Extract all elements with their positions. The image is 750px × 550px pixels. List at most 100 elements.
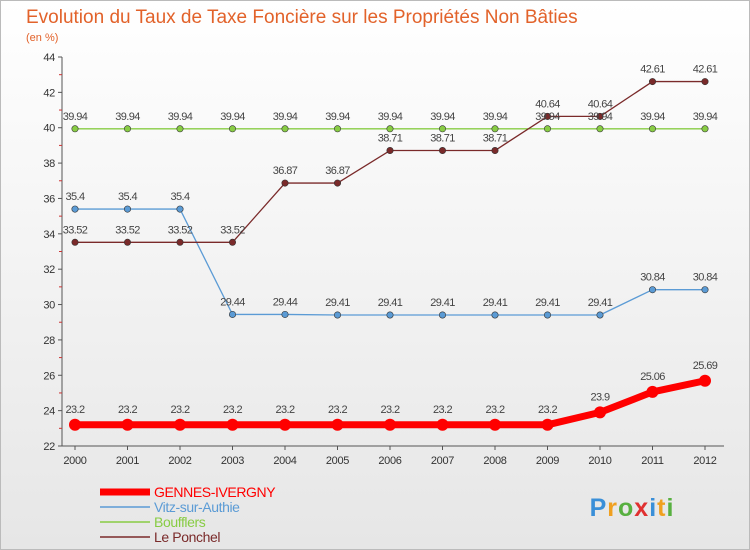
x-tick-label: 2011 — [641, 455, 664, 467]
data-label-vitz-sur-authie: 29.41 — [430, 297, 455, 309]
data-point-gennes-ivergny — [384, 418, 396, 431]
data-point-boufflers — [648, 125, 656, 133]
data-label-vitz-sur-authie: 30.84 — [640, 272, 665, 284]
x-tick-label: 2010 — [588, 455, 611, 467]
data-point-le-ponchel — [333, 179, 341, 187]
data-label-le-ponchel: 33.52 — [115, 224, 140, 236]
data-point-le-ponchel — [281, 179, 289, 187]
data-point-vitz-sur-authie — [543, 311, 551, 319]
data-point-gennes-ivergny — [436, 418, 449, 431]
data-point-le-ponchel — [438, 147, 446, 155]
data-label-le-ponchel: 36.87 — [273, 165, 298, 177]
data-label-boufflers: 39.94 — [220, 111, 245, 123]
data-point-gennes-ivergny — [699, 374, 711, 387]
data-label-gennes-ivergny: 23.2 — [118, 404, 137, 416]
data-point-boufflers — [701, 125, 709, 133]
data-point-gennes-ivergny — [69, 418, 81, 431]
data-labels: 23.2 23.2 23.2 23.2 23.2 23.2 23.2 23.2 23.2 23.2… — [63, 64, 719, 416]
legend-label: Vitz-sur-Authie — [154, 499, 240, 515]
data-label-boufflers: 39.94 — [483, 111, 508, 123]
data-label-vitz-sur-authie: 35.4 — [170, 191, 189, 203]
data-label-vitz-sur-authie: 29.41 — [535, 297, 560, 309]
data-point-le-ponchel — [491, 147, 499, 155]
y-tick-label: 42 — [43, 87, 55, 99]
data-point-gennes-ivergny — [174, 418, 186, 431]
data-point-boufflers — [386, 125, 394, 133]
data-label-boufflers: 39.94 — [693, 111, 718, 123]
x-tick-label: 2005 — [326, 455, 349, 467]
y-tick-label: 44 — [43, 52, 55, 64]
data-point-gennes-ivergny — [279, 418, 291, 431]
data-point-boufflers — [333, 125, 341, 133]
data-label-boufflers: 39.94 — [273, 111, 298, 123]
data-label-gennes-ivergny: 23.2 — [223, 404, 242, 416]
series-group — [69, 78, 711, 431]
data-label-le-ponchel: 33.52 — [63, 224, 88, 236]
data-point-vitz-sur-authie — [281, 310, 289, 318]
data-point-le-ponchel — [648, 78, 656, 86]
y-tick-label: 24 — [43, 406, 55, 418]
y-tick-label: 36 — [43, 193, 55, 205]
data-label-gennes-ivergny: 23.2 — [65, 404, 84, 416]
data-label-vitz-sur-authie: 29.41 — [378, 297, 403, 309]
legend-label: GENNES-IVERGNY — [154, 484, 276, 500]
data-point-vitz-sur-authie — [333, 311, 341, 319]
chart-subtitle: (en %) — [26, 32, 58, 44]
x-tick-label: 2000 — [63, 455, 86, 467]
y-tick-label: 40 — [43, 123, 55, 135]
x-tick-label: 2008 — [483, 455, 506, 467]
watermark-logo: Proxiti — [590, 494, 674, 522]
data-point-vitz-sur-authie — [648, 286, 656, 294]
data-label-boufflers: 39.94 — [588, 111, 613, 123]
y-tick-label: 22 — [43, 441, 55, 453]
data-point-boufflers — [71, 125, 79, 133]
data-label-boufflers: 39.94 — [430, 111, 455, 123]
data-label-gennes-ivergny: 23.2 — [170, 404, 189, 416]
data-point-vitz-sur-authie — [386, 311, 394, 319]
data-point-gennes-ivergny — [541, 418, 554, 431]
y-tick-label: 28 — [43, 335, 55, 347]
data-point-boufflers — [543, 125, 551, 133]
data-point-vitz-sur-authie — [596, 311, 604, 319]
data-label-gennes-ivergny: 23.2 — [485, 404, 504, 416]
data-label-boufflers: 39.94 — [378, 111, 403, 123]
data-label-gennes-ivergny: 23.2 — [275, 404, 294, 416]
data-label-le-ponchel: 40.64 — [588, 98, 613, 110]
data-point-le-ponchel — [701, 78, 709, 86]
data-point-vitz-sur-authie — [491, 311, 499, 319]
data-point-boufflers — [491, 125, 499, 133]
data-label-boufflers: 39.94 — [63, 111, 88, 123]
data-label-gennes-ivergny: 25.69 — [693, 360, 718, 372]
data-label-le-ponchel: 38.71 — [483, 133, 508, 145]
data-label-le-ponchel: 36.87 — [325, 165, 350, 177]
legend: GENNES-IVERGNYVitz-sur-AuthieBoufflersLe… — [100, 484, 277, 545]
data-point-boufflers — [229, 125, 237, 133]
x-tick-label: 2012 — [693, 455, 716, 467]
x-tick-label: 2004 — [273, 455, 296, 467]
data-point-le-ponchel — [176, 238, 184, 246]
data-label-vitz-sur-authie: 29.44 — [220, 296, 245, 308]
data-label-gennes-ivergny: 25.06 — [640, 371, 665, 383]
data-label-vitz-sur-authie: 29.41 — [588, 297, 613, 309]
data-point-vitz-sur-authie — [701, 286, 709, 294]
data-label-vitz-sur-authie: 29.44 — [273, 296, 298, 308]
y-axis-ticks: 22 24 26 28 30 32 34 36 38 40 42 44 — [43, 52, 62, 453]
data-point-boufflers — [596, 125, 604, 133]
data-label-gennes-ivergny: 23.2 — [380, 404, 399, 416]
data-point-gennes-ivergny — [331, 418, 344, 431]
data-point-gennes-ivergny — [646, 385, 659, 398]
data-label-vitz-sur-authie: 35.4 — [65, 191, 84, 203]
data-point-boufflers — [438, 125, 446, 133]
data-label-gennes-ivergny: 23.2 — [433, 404, 452, 416]
data-label-le-ponchel: 33.52 — [168, 224, 193, 236]
data-point-le-ponchel — [229, 238, 237, 246]
y-tick-label: 34 — [43, 229, 55, 241]
data-point-vitz-sur-authie — [71, 205, 79, 213]
data-label-gennes-ivergny: 23.2 — [328, 404, 347, 416]
data-label-boufflers: 39.94 — [168, 111, 193, 123]
x-tick-label: 2001 — [116, 455, 139, 467]
x-tick-label: 2007 — [431, 455, 454, 467]
x-tick-label: 2009 — [536, 455, 559, 467]
